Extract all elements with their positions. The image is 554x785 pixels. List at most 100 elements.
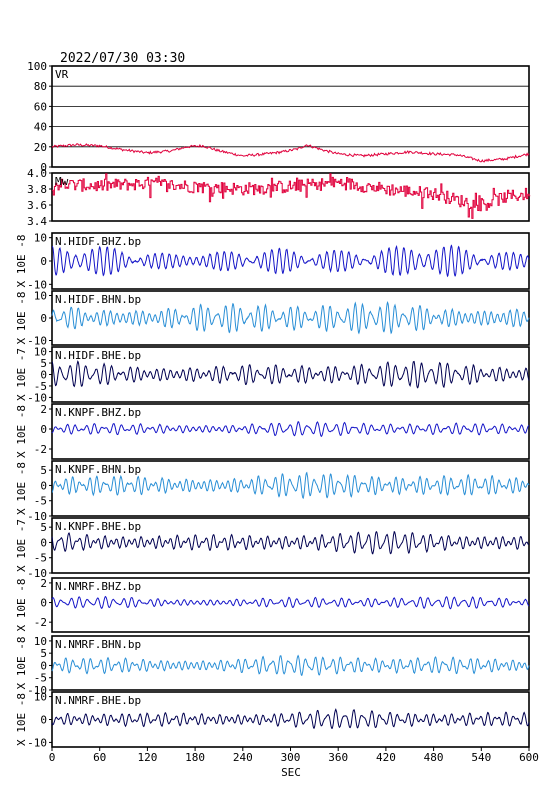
y-tick-label: 5 [40,647,47,660]
panel-frame [51,635,530,691]
y-tick-label: 3.6 [27,199,47,212]
panel-N.HIDF.BHZ.bp: -10 0 10 X 10E -8 N.HIDF.BHZ.bp [15,232,530,291]
y-tick-label: 5 [40,521,47,534]
y-tick-label: 0 [40,161,47,174]
x-tick-label: 300 [281,751,301,764]
panel-frame [51,403,530,460]
y-axis-label: X 10E -8 [15,292,28,345]
y-tick-label: 2 [40,577,47,590]
y-tick-label: -5 [34,495,47,508]
panel-label: N.KNPF.BHE.bp [55,520,141,533]
series-line-N.HIDF.BHZ.bp [51,244,530,278]
y-tick-label: 0 [40,597,47,610]
x-tick-label: 540 [471,751,491,764]
series-line-N.NMRF.BHZ.bp [51,595,530,610]
y-tick-label: 5 [40,464,47,477]
y-tick-label: -5 [34,380,47,393]
panel-frame [51,517,530,574]
series-line-N.NMRF.BHE.bp [51,708,530,730]
y-tick-label: 5 [40,357,47,370]
y-tick-label: 0 [40,423,47,436]
y-tick-label: 0 [40,369,47,382]
y-tick-label: -10 [27,567,47,580]
panel-VR: 0 20 40 60 80 100 VR [27,60,530,174]
panel-label: N.KNPF.BHZ.bp [55,406,141,419]
panel-label: N.NMRF.BHE.bp [55,694,141,707]
y-tick-label: 3.4 [27,215,47,228]
panel-label: VR [55,68,69,81]
x-tick-label: 480 [424,751,444,764]
panel-label: N.HIDF.BHN.bp [55,293,141,306]
panel-N.HIDF.BHN.bp: -10 0 10 X 10E -8 N.HIDF.BHN.bp [15,290,530,348]
y-tick-label: -5 [34,672,47,685]
y-axis-label: X 10E -8 [15,637,28,690]
x-axis: 0 60 120 180 240 300 360 420 480 540 600 [49,747,539,764]
figure-title: 2022/07/30 03:30 [60,51,185,66]
y-tick-label: 0 [40,714,47,727]
y-tick-label: 0 [40,536,47,549]
x-axis-label: SEC [281,766,301,779]
y-tick-label: -10 [27,736,47,749]
panel-N.NMRF.BHE.bp: -10 0 10 X 10E -8 N.NMRF.BHE.bp [15,691,530,749]
y-axis-label: X 10E -8 [15,235,28,288]
x-tick-label: 600 [519,751,539,764]
y-axis-label: X 10E -7 [15,519,28,572]
y-tick-label: 0 [40,312,47,325]
y-tick-label: 10 [34,346,47,359]
panel-label: N.KNPF.BHN.bp [55,463,141,476]
x-tick-label: 120 [137,751,157,764]
y-tick-label: 4.0 [27,167,47,180]
y-tick-label: -5 [34,552,47,565]
y-axis-label: X 10E -8 [15,579,28,632]
y-tick-label: -10 [27,510,47,523]
x-tick-label: 420 [376,751,396,764]
panel-frame [51,577,530,633]
panel-frame [51,65,530,168]
y-tick-label: 20 [34,141,47,154]
series-line-N.NMRF.BHN.bp [51,654,530,676]
panel-label: N.HIDF.BHE.bp [55,349,141,362]
x-tick-label: 360 [328,751,348,764]
panel-label: N.NMRF.BHZ.bp [55,580,141,593]
panel-frame [51,172,530,222]
y-tick-label: 3.8 [27,183,47,196]
y-tick-label: 40 [34,121,47,134]
y-tick-label: -10 [27,684,47,697]
y-tick-label: 10 [34,691,47,704]
y-axis-label: X 10E -8 [15,462,28,515]
y-tick-label: 2 [40,403,47,416]
y-tick-label: 10 [34,232,47,245]
series-line-VR [51,143,530,163]
y-tick-label: -2 [34,616,47,629]
panel-label: N.NMRF.BHN.bp [55,638,141,651]
y-tick-label: 0 [40,479,47,492]
y-tick-label: -10 [27,278,47,291]
panel-N.KNPF.BHZ.bp: -2 0 2 X 10E -8 N.KNPF.BHZ.bp [15,403,530,460]
series-line-N.HIDF.BHE.bp [51,360,530,389]
y-tick-label: 10 [34,290,47,303]
panel-N.KNPF.BHN.bp: -10 -5 0 5 X 10E -8 N.KNPF.BHN.bp [15,460,530,523]
panel-Mw: 3.4 3.6 3.8 4.0 Mw [27,167,531,228]
y-axis-label: X 10E -8 [15,405,28,458]
panel-N.KNPF.BHE.bp: -10 -5 0 5 X 10E -7 N.KNPF.BHE.bp [15,517,530,580]
panel-label: N.HIDF.BHZ.bp [55,235,141,248]
series-line-N.KNPF.BHN.bp [51,471,530,500]
panel-N.NMRF.BHZ.bp: -2 0 2 X 10E -8 N.NMRF.BHZ.bp [15,577,530,633]
y-tick-label: 10 [34,635,47,648]
panel-frame [51,460,530,517]
y-tick-label: 60 [34,100,47,113]
y-tick-label: -10 [27,391,47,404]
y-tick-label: 0 [40,659,47,672]
series-line-Mw [52,173,531,219]
y-tick-label: 100 [27,60,47,73]
y-tick-label: -10 [27,335,47,348]
y-axis-label: X 10E -7 [15,348,28,401]
y-axis-label: X 10E -8 [15,693,28,746]
series-line-N.HIDF.BHN.bp [51,300,530,335]
x-tick-label: 60 [93,751,106,764]
series-line-N.KNPF.BHZ.bp [51,421,530,437]
